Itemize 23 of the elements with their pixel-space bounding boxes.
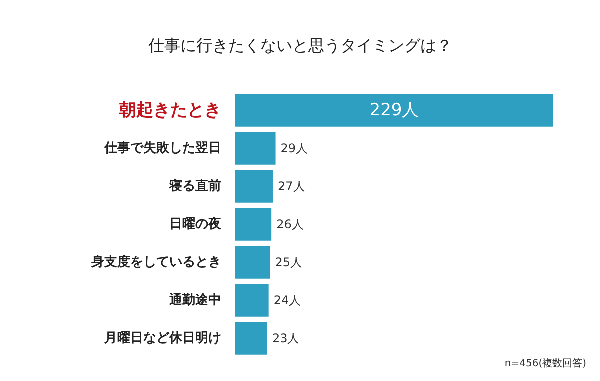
bar <box>236 170 273 203</box>
y-tick-label: 月曜日など休日明け <box>104 331 222 346</box>
y-tick-label: 身支度をしているとき <box>90 254 222 270</box>
bar <box>236 94 554 127</box>
data-label: 29人 <box>280 142 308 156</box>
bar <box>236 208 272 241</box>
data-label: 26人 <box>276 218 304 232</box>
bar <box>236 132 276 165</box>
bar <box>236 246 270 279</box>
bar <box>236 322 268 355</box>
text: n=456(複数回答) <box>504 358 587 370</box>
data-label: 24人 <box>274 294 302 308</box>
data-label: 23人 <box>272 332 300 346</box>
y-tick-label: 朝起きたとき <box>118 100 222 120</box>
y-tick-label: 日曜の夜 <box>170 216 222 232</box>
y-tick-label: 寝る直前 <box>168 178 222 194</box>
data-label: 27人 <box>278 180 306 194</box>
y-tick-label: 仕事で失敗した翌日 <box>104 141 222 156</box>
bar <box>236 284 269 317</box>
data-label: 25人 <box>275 256 302 270</box>
data-label: 229人 <box>370 100 420 120</box>
chart-title: 仕事に行きたくないと思うタイミングは？ <box>148 36 452 55</box>
y-tick-label: 通勤途中 <box>168 292 222 308</box>
